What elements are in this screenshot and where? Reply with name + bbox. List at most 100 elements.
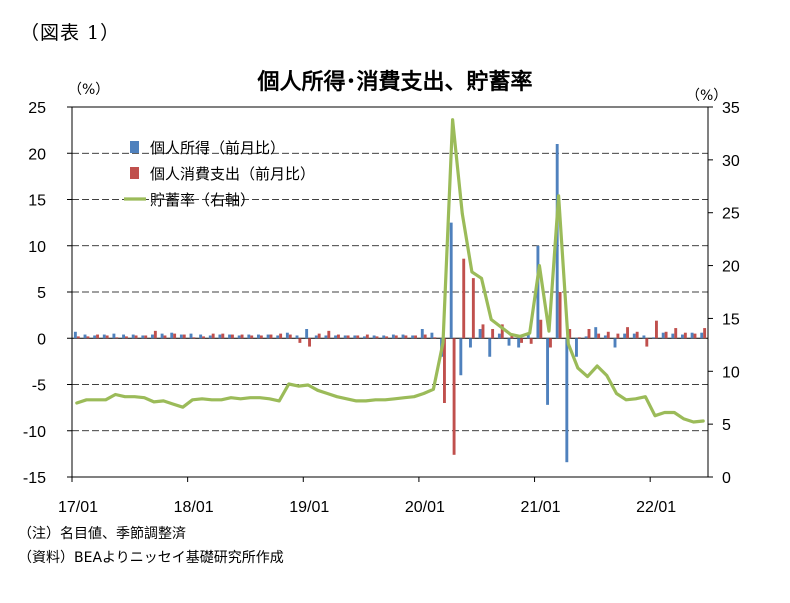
income-bar — [247, 334, 251, 339]
left-tick-label: 20 — [28, 146, 46, 163]
income-bar — [555, 144, 559, 339]
right-tick-label: 5 — [722, 417, 731, 434]
consumption-bar — [86, 336, 90, 339]
consumption-bar — [173, 333, 177, 339]
chart-title: 個人所得･消費支出、貯蓄率 — [257, 70, 533, 95]
consumption-bar — [491, 329, 495, 339]
income-bar — [228, 334, 231, 339]
consumption-bar — [529, 338, 533, 344]
consumption-bar — [645, 338, 649, 347]
left-tick-label: 10 — [28, 239, 46, 256]
tick-labels: -15 -10 -5 0 5 10 15 20 25 0 5 10 15 20 25 30 35 17/01 18/… — [23, 100, 740, 516]
income-bar — [372, 335, 376, 339]
consumption-bar — [510, 335, 514, 339]
income-bar — [488, 338, 492, 357]
income-bar — [208, 335, 212, 339]
consumption-bar — [346, 335, 350, 339]
income-bar — [131, 334, 135, 339]
left-tick-label: -5 — [32, 378, 46, 395]
consumption-bar — [577, 337, 581, 339]
consumption-bar — [96, 334, 99, 339]
income-bar — [179, 334, 183, 339]
consumption-bar — [221, 333, 225, 339]
consumption-bar — [279, 333, 283, 339]
income-bar — [276, 335, 280, 339]
consumption-bar — [211, 333, 215, 339]
income-bar — [151, 334, 154, 339]
consumption-bar — [452, 338, 456, 455]
consumption-bar — [549, 338, 552, 348]
right-tick-label: 10 — [722, 364, 740, 381]
consumption-bar — [182, 334, 186, 339]
income-bar — [382, 335, 386, 339]
consumption-bar — [144, 335, 148, 339]
consumption-bar — [674, 328, 678, 339]
income-bar — [93, 335, 97, 339]
right-tick-label: 15 — [722, 311, 740, 328]
income-bar — [623, 333, 627, 339]
x-tick-label: 20/01 — [405, 499, 445, 516]
consumption-bar — [202, 336, 205, 339]
consumption-bar — [626, 327, 629, 339]
income-bar — [459, 338, 463, 376]
income-bar — [189, 333, 193, 339]
left-tick-label: 0 — [37, 331, 46, 348]
x-tick-label: 19/01 — [289, 499, 329, 516]
income-bar — [305, 329, 309, 339]
income-bar — [671, 333, 675, 339]
income-bar — [411, 335, 415, 339]
income-bar — [353, 335, 357, 339]
note-nominal: （注）名目値、季節調整済 — [18, 526, 186, 542]
consumption-bar — [481, 324, 485, 339]
income-bar — [102, 334, 106, 339]
income-bar — [661, 332, 665, 339]
income-bar — [420, 329, 424, 339]
income-bar — [430, 332, 434, 339]
axes — [67, 106, 713, 482]
income-bar — [546, 338, 549, 405]
income-bar — [497, 333, 501, 339]
consumption-bar — [597, 333, 601, 339]
right-tick-label: 35 — [722, 100, 740, 117]
income-bar — [73, 331, 77, 339]
left-tick-label: 5 — [37, 285, 46, 302]
left-tick-label: 25 — [28, 100, 46, 117]
consumption-bar — [423, 334, 427, 339]
consumption-bar — [471, 278, 475, 339]
consumption-bar — [163, 335, 167, 339]
income-bar — [363, 336, 366, 339]
income-bar — [652, 337, 655, 339]
consumption-bar — [250, 335, 254, 339]
income-bar — [285, 332, 289, 339]
consumption-bar — [664, 331, 668, 339]
consumption-bar — [327, 330, 331, 339]
saving-rate-polyline — [75, 118, 705, 424]
income-bar — [575, 338, 578, 357]
legend-label: 個人消費支出（前月比） — [150, 165, 315, 183]
x-tick-label: 22/01 — [636, 499, 676, 516]
consumption-bar — [703, 328, 707, 339]
income-bar — [401, 334, 405, 339]
x-tick-label: 21/01 — [521, 499, 561, 516]
legend-label: 貯蓄率（右軸） — [150, 191, 255, 209]
consumption-bar — [587, 329, 591, 339]
income-bar — [642, 335, 646, 339]
income-bar — [218, 334, 222, 339]
consumption-bar — [655, 320, 658, 339]
consumption-bar — [240, 334, 244, 339]
income-bar — [314, 335, 318, 339]
consumption-bar — [192, 337, 196, 339]
income-bar — [478, 329, 482, 339]
consumption-bar — [298, 338, 302, 343]
consumption-bar — [683, 332, 687, 339]
income-bar — [170, 332, 174, 339]
consumption-bar — [337, 334, 340, 339]
consumption-bar — [105, 335, 109, 339]
right-tick-label: 25 — [722, 206, 740, 223]
income-bar — [632, 333, 636, 339]
income-bar — [199, 334, 203, 339]
saving-rate-line — [75, 118, 705, 424]
consumption-bar — [375, 336, 379, 339]
income-bar — [700, 332, 704, 339]
income-bar — [83, 334, 87, 339]
